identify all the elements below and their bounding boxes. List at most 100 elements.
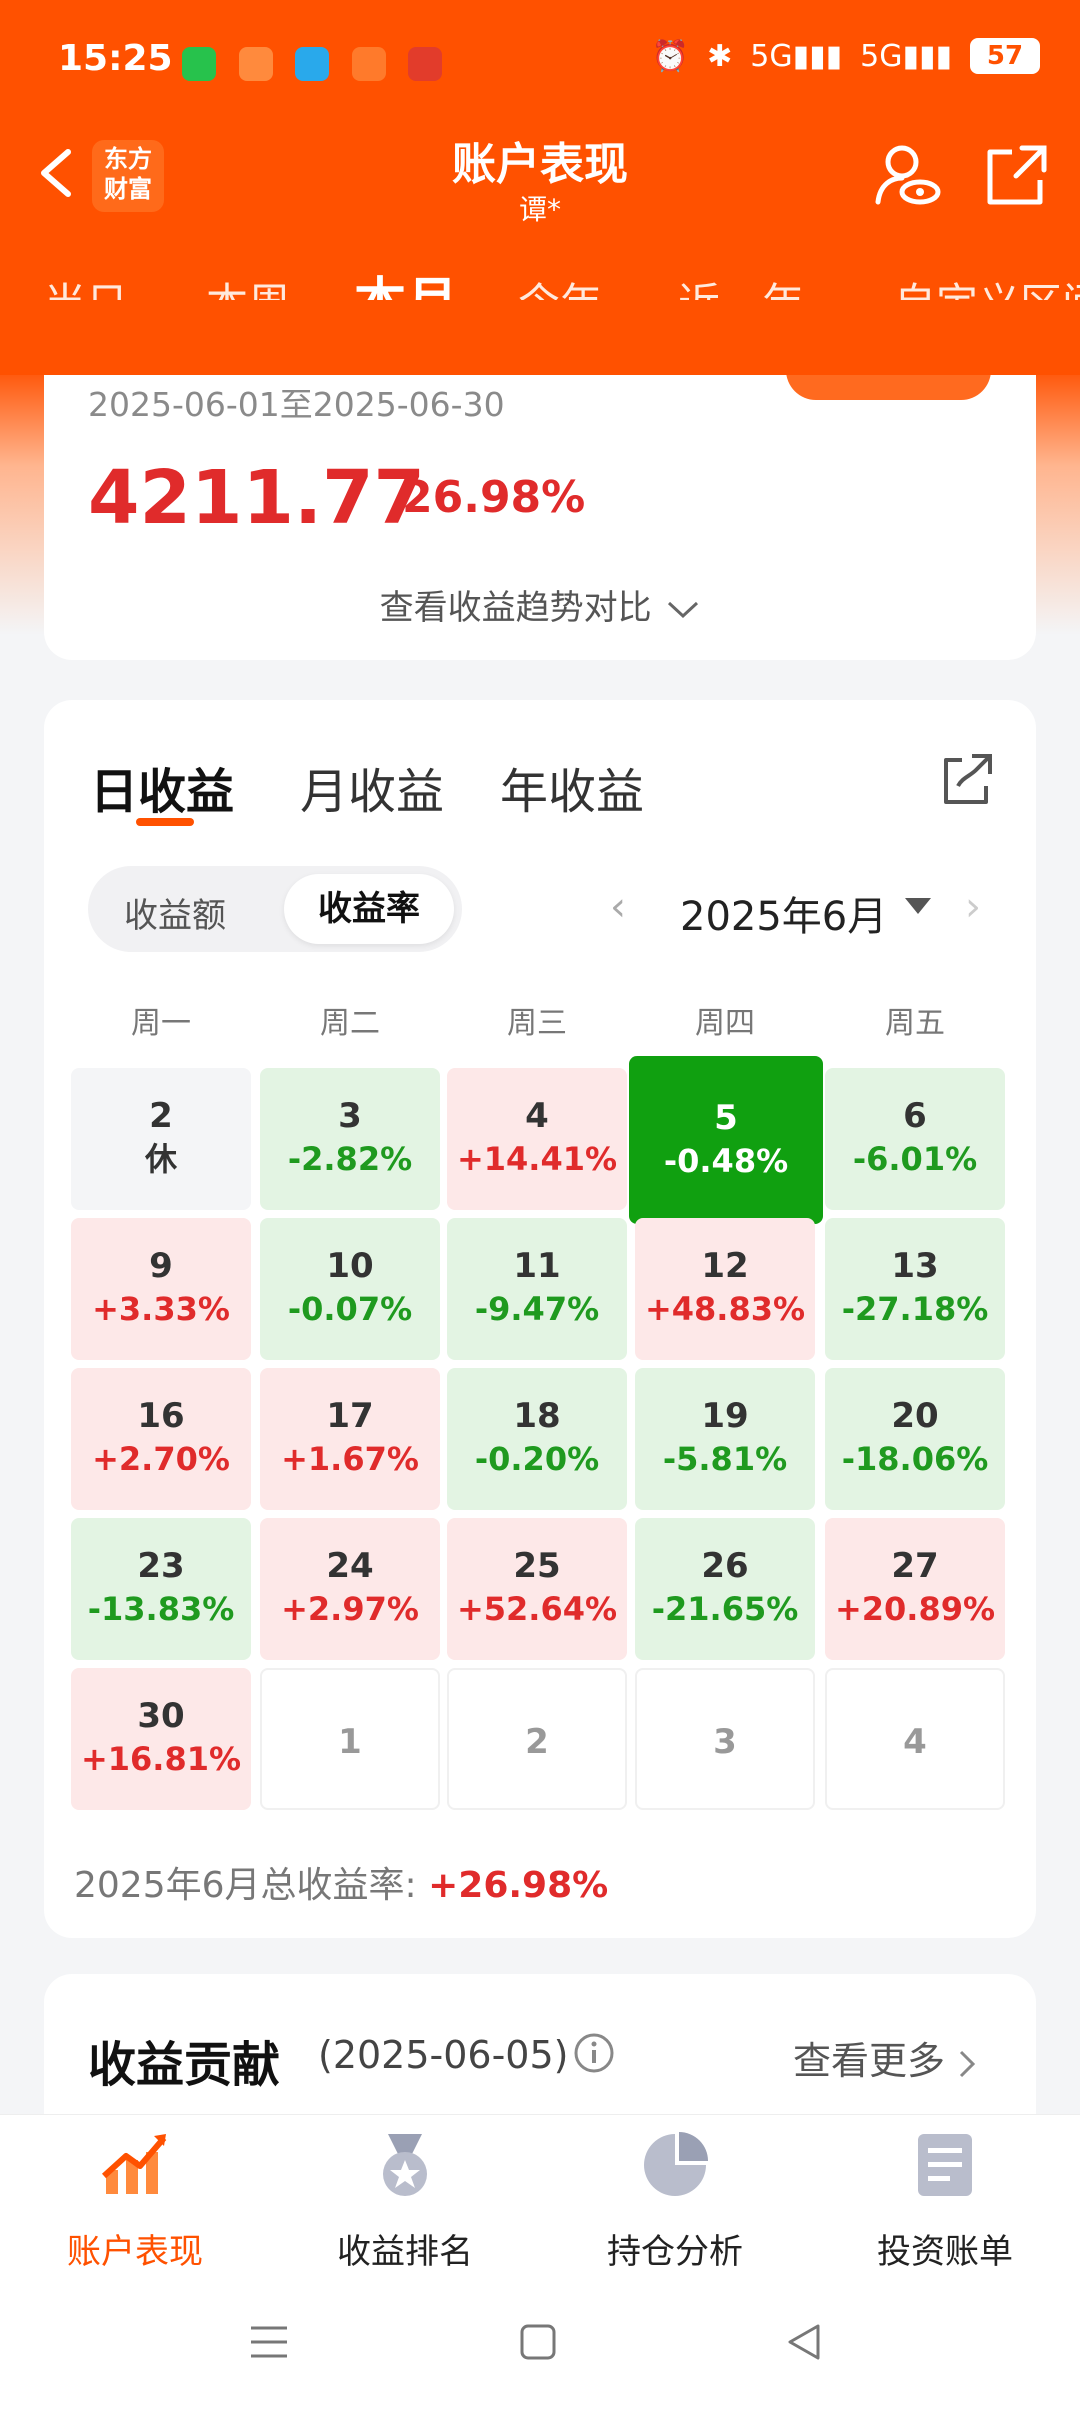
calendar-day-cell[interactable]: 25 +52.64% xyxy=(447,1518,627,1660)
bill-icon xyxy=(918,2134,972,2196)
calendar-day-cell[interactable]: 24 +2.97% xyxy=(260,1518,440,1660)
day-number: 19 xyxy=(701,1396,749,1436)
nav-account-performance[interactable]: 账户表现 xyxy=(25,2130,245,2273)
day-number: 18 xyxy=(513,1396,561,1436)
calendar-day-cell[interactable]: 9 +3.33% xyxy=(71,1218,251,1360)
day-rate: -18.06% xyxy=(841,1440,989,1478)
day-rate: -5.81% xyxy=(662,1440,788,1478)
header-overlay xyxy=(0,300,1080,375)
day-rate: +3.33% xyxy=(92,1290,230,1328)
page-title: 账户表现 xyxy=(452,139,628,190)
back-nav-icon[interactable] xyxy=(784,2322,824,2362)
day-number: 12 xyxy=(701,1246,749,1286)
day-number: 25 xyxy=(513,1546,561,1586)
home-icon[interactable] xyxy=(518,2322,558,2362)
share-out-icon[interactable] xyxy=(982,140,1052,210)
day-number: 26 xyxy=(701,1546,749,1586)
month-selector[interactable]: 2025年6月 xyxy=(680,894,888,940)
day-rate: +1.67% xyxy=(281,1440,419,1478)
nav-investment-bill[interactable]: 投资账单 xyxy=(835,2130,1055,2273)
bottom-nav xyxy=(0,2114,1080,2413)
calendar-day-cell[interactable]: 27 +20.89% xyxy=(825,1518,1005,1660)
calendar-day-cell: 2 xyxy=(447,1668,627,1810)
segment-underline xyxy=(136,818,194,826)
day-rate: 休 xyxy=(144,1140,177,1178)
calendar-day-cell[interactable]: 4 +14.41% xyxy=(447,1068,627,1210)
status-time: 15:25 xyxy=(58,38,173,79)
calendar-day-cell[interactable]: 3 -2.82% xyxy=(260,1068,440,1210)
day-number: 11 xyxy=(513,1246,561,1286)
day-rate: -13.83% xyxy=(87,1590,235,1628)
day-number: 3 xyxy=(338,1096,362,1136)
weekday-label: 周三 xyxy=(507,1006,567,1041)
day-number: 9 xyxy=(149,1246,173,1286)
tab-yearly-profit[interactable]: 年收益 xyxy=(500,764,645,820)
calendar-day-cell: 3 xyxy=(635,1668,815,1810)
calendar-day-cell[interactable]: 6 -6.01% xyxy=(825,1068,1005,1210)
calendar-day-cell[interactable]: 19 -5.81% xyxy=(635,1368,815,1510)
back-icon[interactable] xyxy=(36,148,76,198)
calendar-day-cell[interactable]: 30 +16.81% xyxy=(71,1668,251,1810)
calendar-day-cell[interactable]: 13 -27.18% xyxy=(825,1218,1005,1360)
signal-icon: 5G▮▮▮ xyxy=(750,38,843,74)
calendar-day-cell[interactable]: 23 -13.83% xyxy=(71,1518,251,1660)
nav-profit-ranking[interactable]: 收益排名 xyxy=(295,2130,515,2273)
day-number: 30 xyxy=(137,1696,185,1736)
nav-position-analysis[interactable]: 持仓分析 xyxy=(565,2130,785,2273)
day-rate: +16.81% xyxy=(80,1740,242,1778)
status-indicators: ⏰ ✱ 5G▮▮▮ 5G▮▮▮ 57 xyxy=(652,38,1040,74)
calendar-day-cell[interactable]: 11 -9.47% xyxy=(447,1218,627,1360)
toggle-amount[interactable]: 收益额 xyxy=(124,896,226,936)
chevron-right-icon xyxy=(960,2050,976,2077)
day-number: 16 xyxy=(137,1396,185,1436)
calendar-day-cell[interactable]: 10 -0.07% xyxy=(260,1218,440,1360)
pie-icon xyxy=(644,2132,708,2196)
day-number: 17 xyxy=(326,1396,374,1436)
calendar-day-cell[interactable]: 17 +1.67% xyxy=(260,1368,440,1510)
day-number: 13 xyxy=(891,1246,939,1286)
trend-compare-link[interactable]: 查看收益趋势对比 xyxy=(0,580,1080,629)
calendar-day-cell[interactable]: 18 -0.20% xyxy=(447,1368,627,1510)
day-rate: +2.70% xyxy=(92,1440,230,1478)
share-icon[interactable] xyxy=(940,752,994,806)
day-number: 6 xyxy=(903,1096,927,1136)
date-range: 2025-06-01至2025-06-30 xyxy=(88,385,505,424)
weekday-label: 周二 xyxy=(320,1006,380,1041)
day-rate: -0.20% xyxy=(474,1440,600,1478)
next-month-icon[interactable]: › xyxy=(965,884,981,930)
calendar-day-cell[interactable]: 20 -18.06% xyxy=(825,1368,1005,1510)
day-rate: -21.65% xyxy=(651,1590,799,1628)
day-number: 10 xyxy=(326,1246,374,1286)
day-rate: -0.48% xyxy=(663,1142,789,1180)
day-number: 23 xyxy=(137,1546,185,1586)
privacy-eye-icon[interactable] xyxy=(872,140,942,210)
calendar-day-cell[interactable]: 26 -21.65% xyxy=(635,1518,815,1660)
day-rate: +52.64% xyxy=(456,1590,618,1628)
chart-up-icon xyxy=(101,2134,167,2194)
day-number: 5 xyxy=(714,1098,738,1138)
status-app-icons xyxy=(172,42,443,83)
toggle-rate[interactable]: 收益率 xyxy=(284,874,454,944)
signal-icon-2: 5G▮▮▮ xyxy=(860,38,952,74)
calendar-day-cell: 4 xyxy=(825,1668,1005,1810)
day-rate: +20.89% xyxy=(834,1590,996,1628)
contribution-date: (2025-06-05) xyxy=(318,2033,569,2077)
calendar-day-cell[interactable]: 16 +2.70% xyxy=(71,1368,251,1510)
info-icon[interactable] xyxy=(573,2032,615,2074)
calendar-day-cell: 1 xyxy=(260,1668,440,1810)
contribution-title: 收益贡献 xyxy=(88,2037,281,2093)
menu-icon[interactable] xyxy=(248,2322,290,2362)
tab-daily-profit[interactable]: 日收益 xyxy=(90,764,235,820)
calendar-day-cell[interactable]: 12 +48.83% xyxy=(635,1218,815,1360)
day-rate: -6.01% xyxy=(852,1140,978,1178)
calendar-day-cell[interactable]: 5 -0.48% xyxy=(629,1056,823,1224)
prev-month-icon[interactable]: ‹ xyxy=(610,884,626,930)
day-number: 4 xyxy=(903,1722,927,1762)
weekday-label: 周五 xyxy=(885,1006,945,1041)
account-name: 谭* xyxy=(518,193,561,226)
dropdown-arrow-icon[interactable] xyxy=(905,898,931,914)
view-more-link[interactable]: 查看更多 xyxy=(793,2030,977,2085)
tab-monthly-profit[interactable]: 月收益 xyxy=(300,764,445,820)
day-number: 2 xyxy=(525,1722,549,1762)
